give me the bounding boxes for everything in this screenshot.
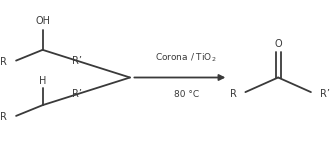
Text: R: R [0, 112, 7, 122]
Text: R’: R’ [320, 89, 330, 99]
Text: Corona / TiO$_2$: Corona / TiO$_2$ [155, 51, 217, 64]
Text: R’: R’ [72, 56, 82, 66]
Text: R’: R’ [72, 89, 82, 99]
Text: 80 °C: 80 °C [173, 90, 199, 99]
Text: R: R [230, 89, 237, 99]
Text: OH: OH [35, 16, 50, 27]
Text: O: O [274, 39, 282, 49]
Text: H: H [39, 76, 46, 86]
Text: R: R [0, 57, 7, 67]
